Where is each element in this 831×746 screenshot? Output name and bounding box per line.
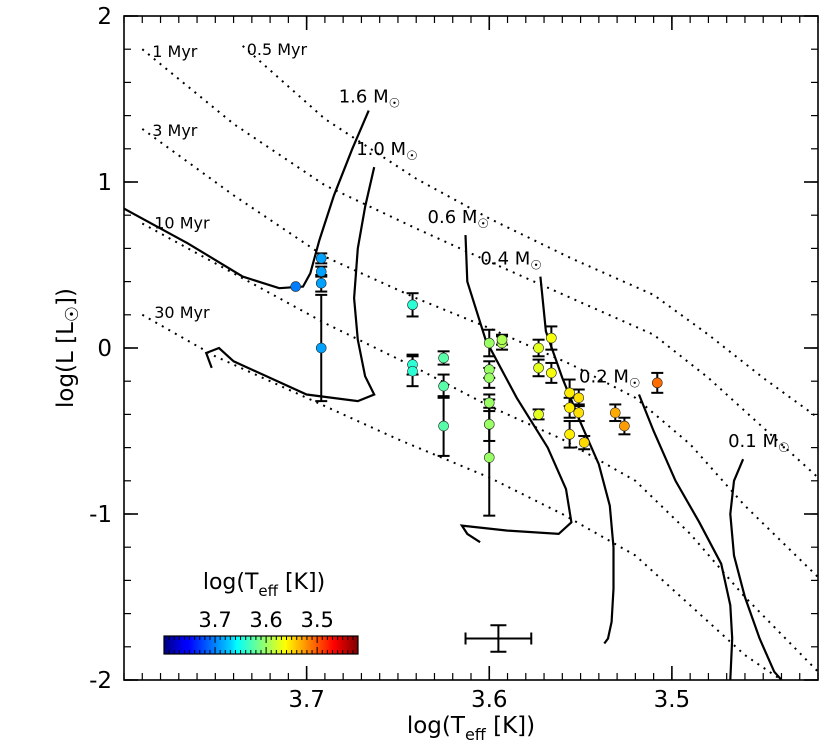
y-tick-label-2: 0 <box>97 336 112 362</box>
colorbar-title-main: log(T <box>203 570 259 595</box>
mass-track-2 <box>459 235 573 544</box>
colorbar-tick-label-0: 3.7 <box>198 608 231 632</box>
star-point-32 <box>651 377 663 389</box>
star-point-22 <box>546 332 557 344</box>
y-axis-label-end: ]) <box>53 288 79 306</box>
y-tick-label-1: 1 <box>97 170 112 196</box>
isochrone-3 <box>141 222 818 673</box>
mass-track-label-1: 1.0 M☉ <box>356 139 418 164</box>
y-axis-label: log(L [L☉]) <box>53 288 83 408</box>
mass-track-label-text-2: 0.6 M <box>428 207 478 228</box>
star-point-10 <box>438 420 449 432</box>
isochrone-label-0: 0.5 Myr <box>247 40 308 59</box>
star-point-0 <box>290 281 301 292</box>
colorbar-ticks: 3.7 3.6 3.5 <box>163 608 359 654</box>
y-tick-label-4: -2 <box>89 668 112 694</box>
mass-track-label-5: 0.1 M☉ <box>728 431 790 456</box>
star-point-31 <box>619 420 630 432</box>
star-point-14 <box>483 397 495 409</box>
star-point-20 <box>533 362 544 374</box>
isochrone-label-1: 1 Myr <box>152 42 198 61</box>
star-point-18 <box>496 334 508 346</box>
mass-track-label-4: 0.2 M☉ <box>579 366 641 391</box>
mass-track-0 <box>124 110 370 290</box>
mass-track-label-text-4: 0.2 M <box>579 366 629 387</box>
star-point-24 <box>564 387 575 399</box>
x-axis-label: log(Teff [K]) <box>407 713 535 744</box>
star-point-25 <box>564 402 575 414</box>
isochrone-label-4: 30 Myr <box>154 303 210 322</box>
colorbar-title: log(Teff [K]) <box>203 570 325 600</box>
star-point-26 <box>564 429 575 440</box>
star-point-29 <box>578 437 590 448</box>
x-tick-label-1: 3.6 <box>471 687 508 713</box>
y-axis-label-sun: ☉ <box>62 306 83 322</box>
colorbar-title-end: [K]) <box>278 570 325 595</box>
mass-track-label-sun-3: ☉ <box>530 259 542 274</box>
colorbar-tick-label-2: 3.5 <box>300 608 333 632</box>
star-point-19 <box>533 342 544 354</box>
mass-track-label-0: 1.6 M☉ <box>339 87 401 112</box>
colorbar-tick-label-1: 3.6 <box>249 608 282 632</box>
mass-track-5 <box>729 458 783 680</box>
mass-track-1 <box>204 166 376 403</box>
star-point-11 <box>483 337 495 349</box>
star-point-21 <box>533 409 544 420</box>
mass-track-label-text-1: 1.0 M <box>356 139 406 160</box>
colorbar: log(Teff [K]) 3.7 3.6 3.5 <box>163 570 359 655</box>
isochrones <box>141 45 818 680</box>
isochrone-label-3: 10 Myr <box>154 214 210 233</box>
star-point-5 <box>407 299 418 311</box>
isochrone-1 <box>141 48 818 479</box>
star-point-8 <box>438 352 449 364</box>
mass-track-label-sun-1: ☉ <box>406 149 418 164</box>
mass-track-label-3: 0.4 M☉ <box>480 249 542 274</box>
colorbar-title-sub: eff <box>258 582 278 600</box>
isochrone-label-2: 3 Myr <box>152 121 198 140</box>
axes: 2 1 0 -1 -2 3.7 3.6 3.5 <box>89 4 819 713</box>
mass-track-label-2: 0.6 M☉ <box>428 207 490 232</box>
y-tick-label-0: 2 <box>97 4 112 30</box>
mass-track-label-sun-2: ☉ <box>477 217 489 232</box>
x-tick-label-2: 3.5 <box>654 687 691 713</box>
mass-track-label-sun-5: ☉ <box>778 441 790 456</box>
star-point-30 <box>609 407 621 419</box>
x-axis-label-sub: eff <box>465 725 487 744</box>
star-point-13 <box>483 372 495 384</box>
star-point-28 <box>573 407 585 419</box>
star-point-16 <box>483 452 495 463</box>
evolutionary-tracks <box>124 110 783 680</box>
mass-track-4 <box>637 394 734 680</box>
mass-track-label-sun-4: ☉ <box>629 376 641 391</box>
isochrone-4 <box>141 313 783 680</box>
star-point-9 <box>438 380 449 392</box>
mass-track-label-text-0: 1.6 M <box>339 87 389 108</box>
x-axis-label-end: [K]) <box>486 713 535 739</box>
mass-track-label-text-3: 0.4 M <box>480 249 530 270</box>
typical-error-bar <box>464 624 533 653</box>
x-tick-label-0: 3.7 <box>288 687 325 713</box>
mass-track-label-text-5: 0.1 M <box>728 431 778 452</box>
star-point-2 <box>315 266 327 277</box>
star-point-1 <box>315 253 327 264</box>
isochrone-0 <box>242 45 818 419</box>
star-point-27 <box>573 392 585 404</box>
star-point-3 <box>315 277 327 289</box>
mass-track-label-sun-0: ☉ <box>389 97 401 112</box>
y-axis-label-main: log(L [L <box>53 322 79 408</box>
star-point-7 <box>407 365 418 377</box>
star-point-23 <box>546 367 557 379</box>
x-axis-label-main: log(T <box>407 713 466 739</box>
stars <box>290 252 664 517</box>
star-point-4 <box>315 342 327 354</box>
y-tick-label-3: -1 <box>89 502 112 528</box>
star-point-15 <box>483 419 495 430</box>
isochrone-2 <box>141 128 818 578</box>
